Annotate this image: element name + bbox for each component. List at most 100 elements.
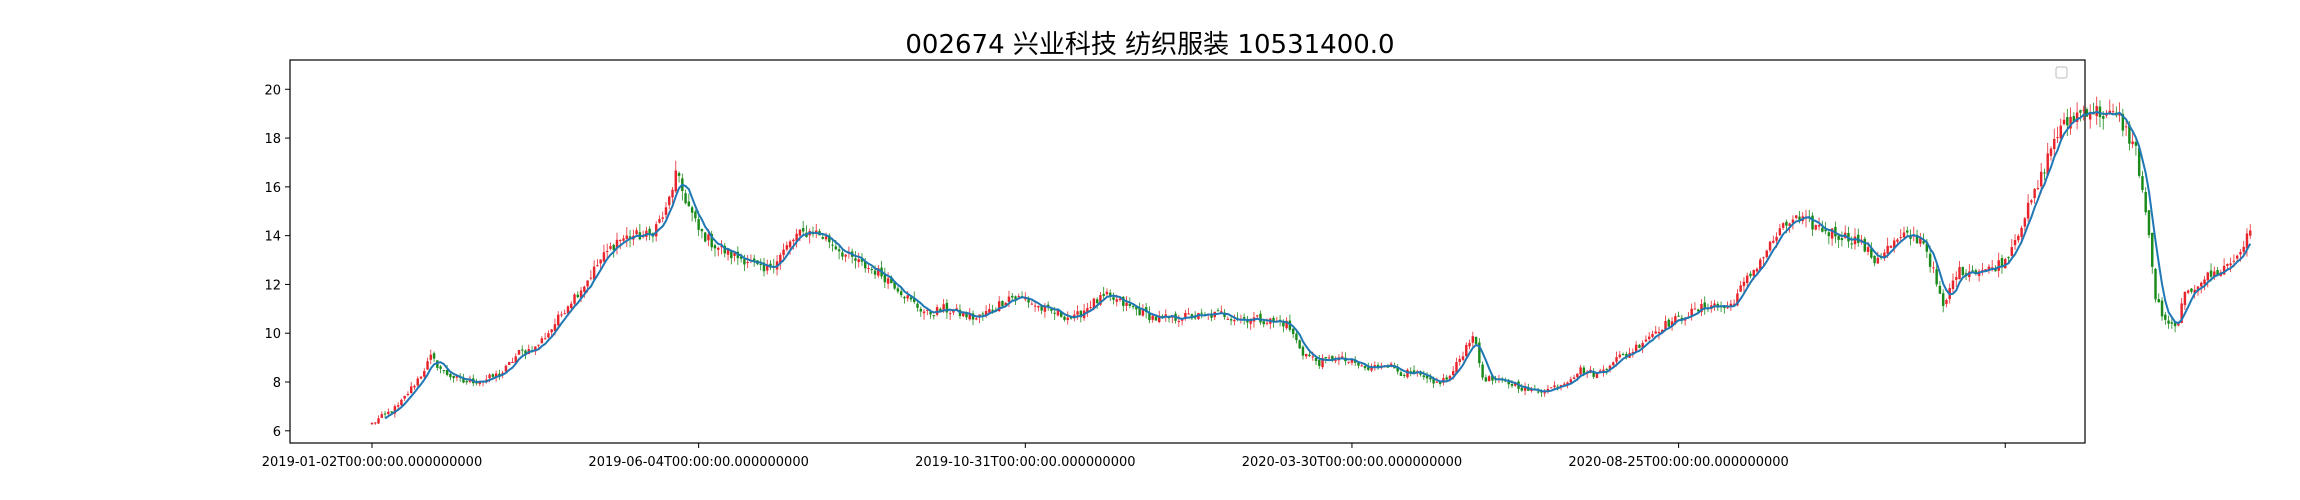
- candle: [1481, 361, 1484, 381]
- candle: [2121, 108, 2125, 137]
- candle: [1572, 374, 1576, 380]
- candle: [1987, 264, 1991, 274]
- candle: [2066, 109, 2069, 137]
- candle: [2004, 257, 2007, 269]
- candle: [1543, 389, 1546, 397]
- candle: [1360, 363, 1363, 367]
- candle: [860, 253, 864, 266]
- candle: [808, 228, 811, 244]
- y-tick-label: 6: [273, 425, 281, 440]
- candle: [1896, 238, 1899, 244]
- candle: [413, 384, 416, 390]
- candle: [1981, 263, 1984, 276]
- candle: [1298, 339, 1301, 350]
- candle: [945, 299, 949, 319]
- candle: [726, 249, 730, 261]
- y-tick-label: 10: [264, 327, 281, 342]
- y-tick-label: 20: [264, 83, 281, 98]
- candle: [2030, 199, 2033, 205]
- candle: [1811, 212, 1814, 236]
- candle: [2206, 271, 2209, 288]
- candle: [2036, 180, 2040, 191]
- candle: [576, 291, 580, 299]
- candle: [2190, 287, 2193, 294]
- candle: [2053, 128, 2056, 159]
- chart-title: 002674 兴业科技 纺织服装 10531400.0: [905, 30, 1395, 60]
- y-tick-label: 14: [264, 230, 281, 245]
- candle: [1363, 365, 1367, 371]
- plot-area-frame: [289, 59, 2086, 444]
- candle: [658, 215, 661, 224]
- candle: [926, 309, 929, 316]
- candle: [2059, 118, 2063, 142]
- candle: [2131, 131, 2134, 149]
- candle: [1621, 352, 1625, 356]
- y-tick-label: 18: [264, 132, 281, 147]
- candle: [1105, 288, 1109, 297]
- candle: [1794, 215, 1798, 220]
- candle: [988, 303, 991, 314]
- candle: [2043, 168, 2046, 181]
- candle: [1618, 351, 1622, 359]
- candle: [664, 202, 668, 219]
- candle: [1641, 340, 1644, 353]
- candle: [668, 195, 671, 210]
- candle: [713, 243, 717, 257]
- candle: [877, 264, 880, 278]
- candle: [837, 245, 841, 260]
- candle: [560, 311, 563, 318]
- candle: [1647, 332, 1651, 342]
- y-tick-label: 16: [264, 181, 281, 196]
- candle: [1402, 373, 1406, 379]
- candle: [903, 295, 906, 304]
- candle: [1951, 273, 1955, 295]
- candle: [1200, 308, 1203, 319]
- candle: [406, 391, 410, 397]
- candle: [1487, 374, 1491, 382]
- candle: [1422, 370, 1426, 381]
- candle: [2082, 105, 2085, 121]
- candle: [1850, 236, 1853, 249]
- candle: [1670, 316, 1674, 331]
- candle: [1073, 310, 1076, 322]
- candle: [844, 254, 847, 263]
- candle: [1517, 379, 1520, 394]
- candle: [517, 349, 521, 355]
- candle: [746, 255, 749, 269]
- candle: [1781, 222, 1785, 230]
- candle: [1971, 265, 1974, 273]
- candle: [2115, 106, 2118, 118]
- candle: [543, 332, 547, 340]
- candle: [2245, 228, 2249, 257]
- candle: [1935, 263, 1938, 287]
- candle: [1651, 330, 1654, 339]
- candle: [1625, 351, 1628, 360]
- candle: [2017, 234, 2020, 244]
- candle: [439, 365, 442, 374]
- candle: [423, 368, 426, 380]
- candle: [383, 410, 387, 418]
- candle: [605, 243, 609, 259]
- candle: [821, 234, 825, 240]
- candle: [409, 382, 413, 394]
- candle: [432, 351, 436, 363]
- candle: [922, 308, 926, 320]
- candle: [374, 422, 377, 425]
- candle: [2151, 232, 2154, 274]
- candle: [419, 376, 423, 380]
- candle: [1458, 355, 1461, 366]
- candle: [700, 228, 704, 239]
- candle: [1961, 266, 1965, 277]
- candle: [1373, 361, 1377, 371]
- candle: [599, 259, 602, 270]
- candle: [370, 422, 374, 425]
- legend-box: [2055, 66, 2068, 79]
- candle: [1791, 215, 1795, 230]
- candle: [690, 205, 694, 222]
- candle: [1327, 354, 1331, 360]
- candle: [2124, 119, 2128, 137]
- candle: [762, 257, 766, 277]
- candle: [1765, 249, 1769, 259]
- candle: [684, 189, 687, 205]
- candle: [1465, 342, 1468, 360]
